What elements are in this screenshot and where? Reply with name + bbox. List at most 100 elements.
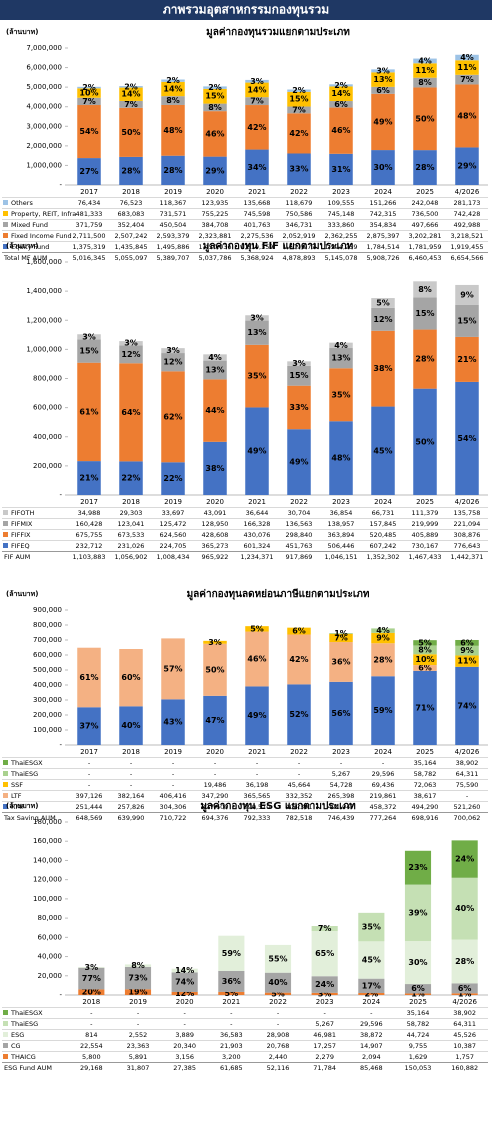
share-label: 31% bbox=[331, 165, 350, 174]
bar-segment bbox=[413, 670, 437, 745]
bar-segment bbox=[311, 976, 338, 993]
legend-swatch bbox=[3, 233, 8, 238]
table-cell: 221,094 bbox=[454, 520, 481, 528]
table-cell: 750,586 bbox=[286, 210, 313, 218]
legend-label: ThaiESG bbox=[10, 1020, 38, 1028]
bar-segment bbox=[455, 336, 479, 382]
x-tick-label: 2023 bbox=[316, 998, 334, 1006]
x-tick-label: 2018 bbox=[122, 498, 140, 506]
table-cell: 2,323,881 bbox=[198, 232, 231, 240]
bar-segment bbox=[404, 884, 432, 942]
bar-segment bbox=[329, 681, 353, 745]
share-label: 3% bbox=[292, 359, 306, 368]
table-cell: - bbox=[230, 1020, 233, 1028]
share-label: 15% bbox=[289, 371, 308, 380]
share-label: 5% bbox=[250, 624, 264, 633]
share-label: 12% bbox=[121, 350, 140, 359]
total-cell: 1,103,883 bbox=[72, 553, 105, 561]
table-cell: 421,047 bbox=[328, 803, 355, 811]
bar-segment bbox=[287, 365, 311, 386]
share-label: 14% bbox=[175, 966, 194, 975]
table-cell: 46,981 bbox=[313, 1031, 336, 1039]
legend-label: Others bbox=[11, 199, 33, 207]
y-tick-label: 80,000 bbox=[38, 914, 63, 922]
table-cell: 75,590 bbox=[456, 781, 479, 789]
total-cell: 917,869 bbox=[286, 553, 313, 561]
share-label: 35% bbox=[247, 372, 266, 381]
share-label: 6% bbox=[334, 100, 348, 109]
table-cell: - bbox=[90, 1009, 93, 1017]
share-label: 42% bbox=[289, 129, 308, 138]
bar-segment bbox=[413, 388, 437, 495]
bar-segment bbox=[161, 371, 185, 463]
legend-label: Fixed Income Fund bbox=[11, 232, 72, 240]
share-label: 7% bbox=[82, 97, 96, 106]
total-label: Tax Saving AUM bbox=[3, 814, 56, 822]
bar-segment bbox=[287, 627, 311, 635]
bar-segment bbox=[413, 150, 437, 185]
share-label: 14% bbox=[163, 84, 182, 93]
bar-segment bbox=[287, 634, 311, 685]
y-tick-label: 140,000 bbox=[33, 856, 62, 864]
total-cell: 1,056,902 bbox=[114, 553, 147, 561]
bar-segment bbox=[171, 968, 198, 973]
table-cell: 20,340 bbox=[173, 1042, 196, 1050]
share-label: 73% bbox=[128, 974, 147, 983]
table-cell: 64,311 bbox=[453, 1020, 476, 1028]
share-label: 7% bbox=[334, 633, 348, 642]
legend-label: Equity Fund bbox=[11, 243, 49, 251]
chart-title: มูลค่ากองทุน FIF แยกตามประเภท bbox=[203, 240, 354, 253]
total-cell: 6,654,566 bbox=[450, 254, 483, 262]
bar-segment bbox=[119, 100, 143, 108]
bar-segment bbox=[171, 972, 198, 992]
table-cell: - bbox=[370, 1009, 373, 1017]
share-label: 28% bbox=[121, 166, 140, 175]
share-label: 7% bbox=[250, 97, 264, 106]
y-tick-label: 800,000 bbox=[33, 621, 62, 629]
table-cell: 135,758 bbox=[454, 509, 481, 517]
x-tick-label: 2020 bbox=[176, 998, 194, 1006]
table-cell: 2,552 bbox=[129, 1031, 148, 1039]
chart-title: มูลค่ากองทุนรวมแยกตามประเภท bbox=[206, 26, 350, 39]
x-tick-label: 2019 bbox=[164, 498, 182, 506]
table-cell: 10,387 bbox=[453, 1042, 476, 1050]
bar-segment bbox=[287, 361, 311, 366]
y-tick-label: 100,000 bbox=[33, 895, 62, 903]
share-label: 15% bbox=[415, 309, 434, 318]
total-cell: 27,385 bbox=[173, 1064, 196, 1072]
table-cell: 36,583 bbox=[220, 1031, 243, 1039]
table-cell: 2,593,379 bbox=[156, 232, 189, 240]
bar-segment bbox=[455, 54, 479, 61]
table-cell: 492,988 bbox=[454, 221, 481, 229]
total-cell: 700,062 bbox=[454, 814, 481, 822]
total-cell: 792,333 bbox=[244, 814, 271, 822]
table-cell: 742,428 bbox=[454, 210, 481, 218]
header-title: ภาพรวมอุตสาหกรรมกองทุนรวม bbox=[163, 3, 329, 18]
share-label: 7% bbox=[460, 75, 474, 84]
share-label: 2% bbox=[124, 82, 138, 91]
bar-segment bbox=[329, 368, 353, 422]
bar-segment bbox=[404, 941, 432, 985]
y-axis-label: (ล้านบาท) bbox=[6, 27, 38, 36]
table-cell: 138,957 bbox=[328, 520, 355, 528]
bar-segment bbox=[287, 106, 311, 114]
table-cell: 2,052,919 bbox=[282, 232, 315, 240]
x-tick-label: 4/2026 bbox=[455, 748, 480, 756]
bar-segment bbox=[413, 58, 437, 64]
table-cell: 2,875,397 bbox=[366, 232, 399, 240]
table-cell: - bbox=[90, 1020, 93, 1028]
total-cell: 5,037,786 bbox=[198, 254, 231, 262]
bar-segment bbox=[78, 989, 105, 995]
total-label: Total MF AUM bbox=[3, 254, 47, 262]
share-label: 1% bbox=[458, 990, 472, 999]
table-cell: - bbox=[172, 759, 175, 767]
table-cell: 1,435,845 bbox=[114, 243, 147, 251]
bar-segment bbox=[161, 353, 185, 372]
share-label: 42% bbox=[289, 655, 308, 664]
share-label: 9% bbox=[460, 290, 474, 299]
bar-segment bbox=[119, 156, 143, 185]
total-cell: 1,234,371 bbox=[240, 553, 273, 561]
share-label: 36% bbox=[331, 657, 350, 666]
table-cell: 776,643 bbox=[454, 542, 481, 550]
table-cell: 9,755 bbox=[409, 1042, 428, 1050]
